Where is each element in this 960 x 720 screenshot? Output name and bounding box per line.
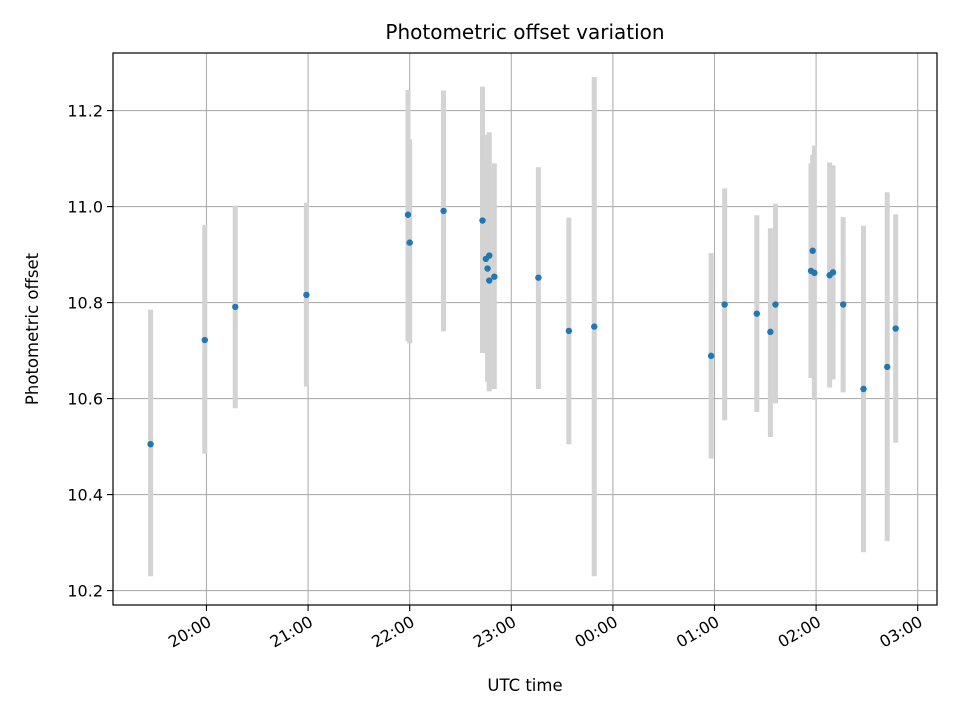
data-point — [767, 328, 774, 336]
data-point — [839, 301, 847, 308]
data-point — [884, 363, 891, 371]
y-tick-label: 10.2 — [67, 582, 103, 601]
y-tick-label: 11.2 — [67, 102, 103, 121]
data-point — [860, 385, 867, 393]
data-point — [303, 291, 310, 299]
data-point — [406, 239, 413, 246]
chart-title: Photometric offset variation — [385, 20, 664, 44]
data-point — [829, 269, 837, 276]
data-point — [440, 207, 447, 215]
data-point — [491, 273, 498, 280]
y-tick-label: 10.8 — [67, 294, 103, 313]
y-tick-layer: 10.2 10.4 10.6 10.8 11.0 11.2 — [67, 102, 113, 601]
data-point — [772, 301, 779, 308]
data-point — [809, 247, 816, 254]
data-point — [591, 323, 598, 330]
data-point — [404, 211, 412, 218]
data-point — [486, 277, 493, 284]
data-point — [565, 327, 573, 335]
data-point — [811, 269, 818, 277]
y-axis-title: Photometric offset — [23, 252, 42, 405]
y-tick-label: 10.6 — [67, 390, 103, 409]
plot-frame — [112, 52, 938, 606]
y-tick-label: 10.4 — [67, 486, 103, 505]
data-point — [535, 274, 542, 281]
data-point — [201, 336, 208, 344]
data-point — [753, 310, 761, 317]
data-point — [707, 352, 715, 360]
data-point — [486, 252, 493, 259]
x-axis-title: UTC time — [487, 676, 562, 695]
data-point — [484, 265, 491, 272]
data-point-layer — [147, 207, 899, 448]
data-point — [721, 301, 728, 308]
data-point — [232, 303, 239, 311]
data-point — [147, 441, 154, 448]
y-tick-label: 11.0 — [67, 198, 103, 217]
data-point — [892, 325, 899, 332]
data-point — [479, 217, 486, 224]
